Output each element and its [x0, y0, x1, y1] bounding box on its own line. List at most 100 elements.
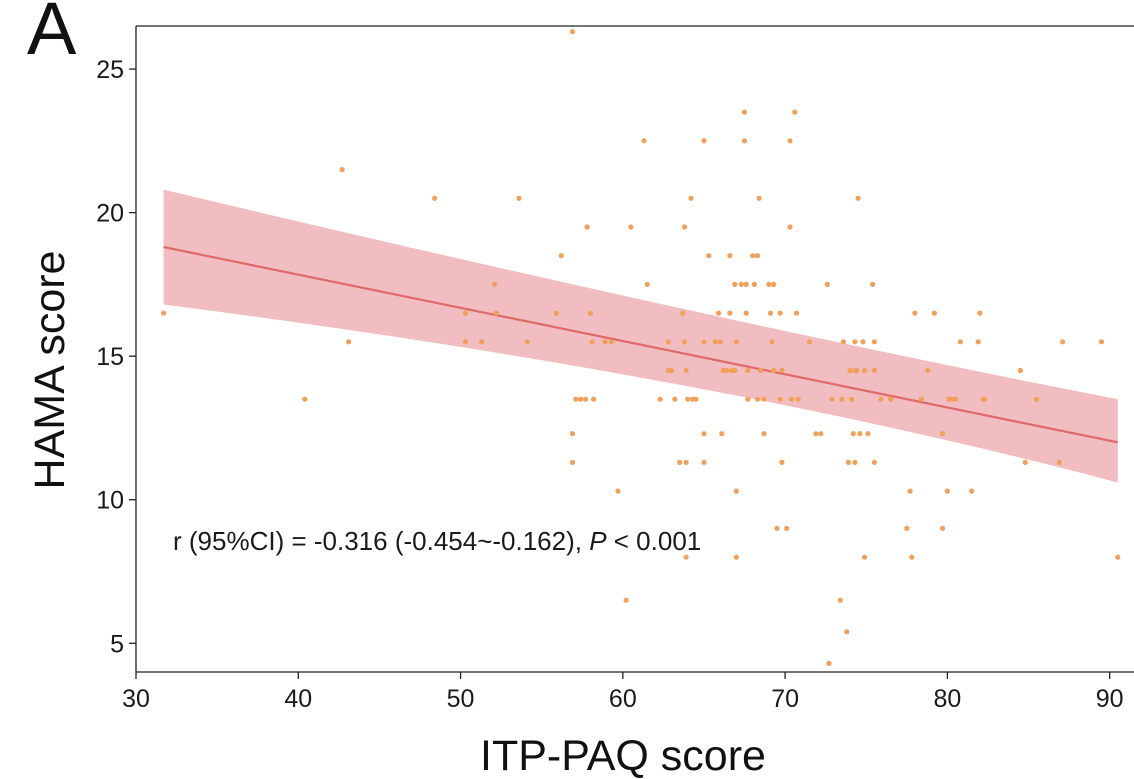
data-point — [701, 138, 707, 144]
data-point — [870, 281, 876, 287]
data-point — [701, 431, 707, 437]
data-point — [680, 310, 686, 316]
data-point — [871, 367, 878, 374]
data-point — [683, 459, 689, 465]
data-point — [733, 488, 740, 494]
data-point — [789, 396, 795, 402]
data-point — [727, 310, 733, 316]
data-point — [479, 339, 485, 345]
data-point — [844, 629, 850, 635]
data-point — [1060, 339, 1066, 345]
data-point — [733, 339, 740, 345]
data-point — [657, 396, 663, 402]
data-point — [795, 396, 801, 402]
data-point — [779, 459, 785, 465]
data-point — [582, 396, 589, 402]
data-point — [824, 281, 830, 287]
correlation-annotation: r (95%CI) = -0.316 (-0.454~-0.162), P < … — [173, 526, 701, 556]
data-point — [845, 459, 852, 465]
data-point — [339, 167, 345, 173]
data-point — [939, 431, 946, 437]
regression-line — [163, 245, 1118, 444]
data-point — [558, 253, 564, 259]
data-point — [706, 253, 712, 259]
annotation-p-symbol: P — [589, 526, 607, 556]
data-point — [925, 367, 931, 374]
data-point — [849, 396, 855, 402]
data-point — [758, 367, 764, 374]
data-point — [716, 310, 722, 316]
data-point — [754, 396, 761, 402]
data-point — [756, 195, 762, 201]
data-point — [161, 310, 167, 316]
data-point — [615, 488, 621, 494]
data-point — [732, 367, 738, 374]
data-point — [683, 554, 689, 560]
data-point — [665, 339, 671, 345]
data-point — [766, 281, 772, 287]
data-point — [302, 396, 308, 402]
data-point — [826, 660, 832, 667]
data-point — [745, 396, 751, 402]
data-point — [1022, 459, 1028, 465]
x-tick-label: 90 — [1096, 685, 1124, 713]
data-point — [957, 339, 964, 345]
data-point — [975, 339, 981, 345]
data-point — [602, 339, 608, 345]
data-point — [743, 310, 749, 316]
data-point — [569, 459, 576, 465]
data-point — [912, 310, 918, 316]
data-point — [774, 525, 780, 532]
data-point — [977, 310, 983, 316]
data-point — [829, 396, 835, 402]
data-point — [806, 339, 813, 345]
data-point — [865, 431, 871, 437]
data-point — [732, 281, 738, 287]
data-point — [741, 109, 748, 115]
annotation-prefix: r (95%CI) = -0.316 (-0.454~-0.162), — [173, 526, 589, 556]
data-point — [777, 396, 783, 402]
data-point — [850, 431, 856, 437]
data-point — [681, 339, 688, 345]
data-point — [860, 339, 866, 345]
data-point — [346, 339, 352, 345]
data-point — [569, 431, 576, 437]
data-point — [569, 29, 576, 35]
data-point — [769, 339, 775, 345]
data-point — [717, 339, 723, 345]
data-point — [852, 339, 858, 345]
data-point — [493, 310, 499, 316]
x-tick-label: 80 — [933, 685, 961, 713]
data-point — [492, 281, 498, 287]
data-point — [701, 459, 707, 465]
data-point — [733, 554, 740, 560]
data-point — [777, 310, 783, 316]
y-tick-label: 20 — [96, 200, 124, 228]
data-point — [677, 459, 683, 465]
data-point — [888, 396, 894, 402]
data-point — [724, 367, 730, 374]
data-point — [584, 224, 590, 230]
data-point — [1098, 339, 1105, 345]
data-point — [672, 396, 678, 402]
data-point — [761, 396, 767, 402]
data-point — [462, 339, 468, 345]
data-point — [754, 253, 761, 259]
data-point — [767, 310, 774, 316]
data-point — [743, 281, 749, 287]
data-point — [745, 367, 751, 374]
data-point — [589, 339, 595, 345]
data-point — [1115, 554, 1121, 560]
data-point — [952, 396, 959, 402]
data-point — [847, 367, 853, 374]
data-point — [818, 431, 824, 437]
data-point — [909, 554, 915, 560]
data-point — [939, 525, 946, 532]
data-point — [793, 310, 800, 316]
plot-area — [161, 29, 1121, 667]
data-point — [688, 195, 694, 201]
data-point — [701, 339, 707, 345]
data-point — [982, 396, 988, 402]
data-point — [837, 597, 843, 603]
axes: 30 40 50 60 70 80 90 5 10 15 20 25 — [96, 25, 1134, 713]
